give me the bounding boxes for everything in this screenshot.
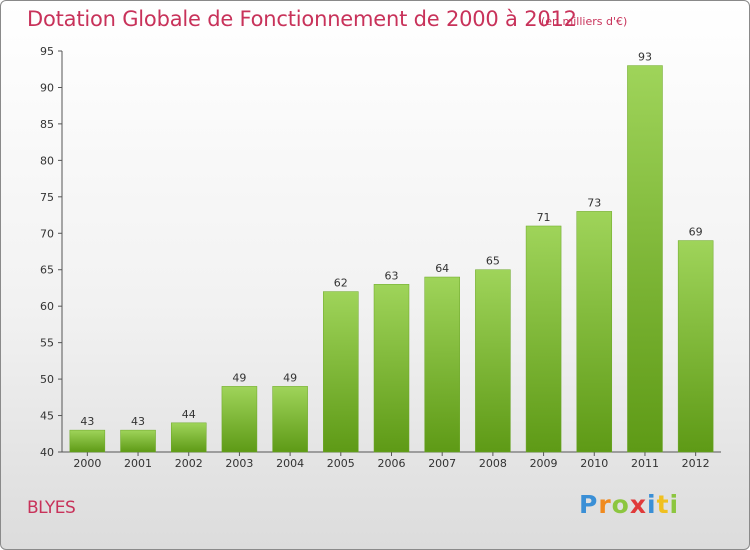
x-tick-label: 2007 <box>428 457 456 470</box>
data-label: 71 <box>537 211 551 224</box>
x-tick-label: 2002 <box>175 457 203 470</box>
data-label: 65 <box>486 255 500 268</box>
chart-subtitle: (en milliers d'€) <box>541 15 628 28</box>
x-tick-label: 2010 <box>580 457 608 470</box>
place-name: BLYES <box>27 498 76 518</box>
y-tick-label: 70 <box>40 227 54 240</box>
bar <box>373 284 410 453</box>
y-tick-label: 75 <box>40 191 54 204</box>
data-label: 93 <box>638 51 652 64</box>
bar <box>475 269 511 453</box>
proxiti-logo: Proxiti <box>579 490 680 519</box>
data-label: 43 <box>131 415 145 428</box>
data-label: 62 <box>334 277 348 290</box>
y-tick-label: 40 <box>40 446 54 459</box>
bar <box>120 429 156 453</box>
x-tick-label: 2003 <box>225 457 253 470</box>
y-tick-label: 85 <box>40 118 54 131</box>
data-label: 43 <box>80 415 94 428</box>
x-tick-label: 2000 <box>73 457 101 470</box>
bar <box>525 225 562 453</box>
bar <box>69 429 106 453</box>
y-tick-label: 95 <box>40 45 54 58</box>
bar <box>170 422 207 453</box>
bar <box>424 276 460 453</box>
y-tick-label: 50 <box>40 373 54 386</box>
bar <box>576 211 613 453</box>
bar <box>221 386 258 453</box>
y-tick-label: 65 <box>40 264 54 277</box>
y-tick-label: 55 <box>40 337 54 350</box>
x-tick-label: 2008 <box>479 457 507 470</box>
y-tick-label: 80 <box>40 154 54 167</box>
x-tick-label: 2004 <box>276 457 304 470</box>
y-tick-label: 90 <box>40 81 54 94</box>
x-tick-label: 2012 <box>682 457 710 470</box>
data-label: 64 <box>435 262 449 275</box>
bar <box>627 65 663 453</box>
x-tick-label: 2001 <box>124 457 152 470</box>
y-tick-label: 60 <box>40 300 54 313</box>
data-label: 63 <box>385 269 399 282</box>
x-tick-label: 2006 <box>378 457 406 470</box>
data-label: 49 <box>232 371 246 384</box>
data-label: 44 <box>182 408 196 421</box>
data-label: 73 <box>587 196 601 209</box>
data-label: 49 <box>283 371 297 384</box>
x-tick-label: 2009 <box>530 457 558 470</box>
bar <box>323 291 359 453</box>
chart-title: Dotation Globale de Fonctionnement de 20… <box>27 7 577 31</box>
data-label: 69 <box>689 226 703 239</box>
x-tick-label: 2011 <box>631 457 659 470</box>
x-tick-label: 2005 <box>327 457 355 470</box>
y-tick-label: 45 <box>40 410 54 423</box>
bar <box>272 386 308 453</box>
bar <box>677 240 714 453</box>
